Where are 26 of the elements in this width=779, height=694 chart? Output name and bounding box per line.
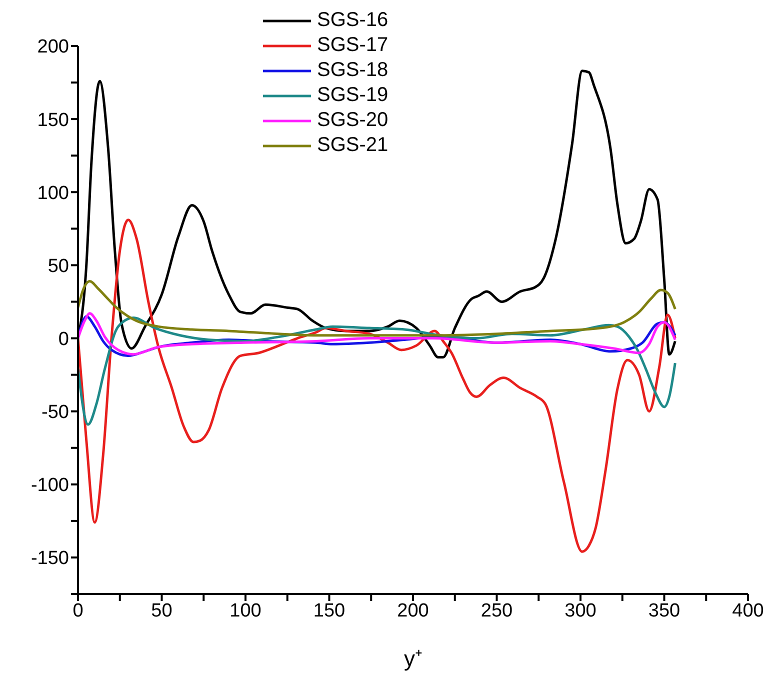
x-axis-title: y⁺ (404, 646, 422, 671)
y-tick-label: -100 (30, 475, 69, 496)
x-tick-label: 350 (648, 600, 680, 622)
x-tick-label: 250 (480, 600, 513, 622)
y-tick-label: 150 (37, 110, 69, 131)
y-tick-label: -150 (30, 548, 69, 570)
x-tick-label: 400 (732, 600, 764, 622)
x-tick-label: 100 (230, 600, 262, 622)
y-tick-label: 50 (48, 256, 69, 277)
x-tick-label: 200 (397, 600, 429, 622)
y-tick-label: 100 (37, 182, 69, 204)
legend-label: SGS-21 (317, 133, 388, 158)
line-series (78, 280, 676, 337)
x-tick-label: 0 (72, 600, 84, 622)
x-tick-label: 150 (313, 600, 346, 622)
y-tick-label: 200 (37, 36, 69, 58)
legend-label: SGS-18 (317, 58, 388, 83)
legend-label: SGS-17 (317, 33, 388, 58)
line-series (78, 218, 676, 553)
legend-label: SGS-16 (317, 8, 388, 33)
y-tick-label: -50 (42, 402, 69, 424)
legend-label: SGS-20 (317, 108, 388, 133)
x-tick-label: 300 (564, 600, 596, 622)
y-tick-label: 0 (58, 329, 69, 350)
legend-label: SGS-19 (317, 83, 388, 108)
x-tick-label: 50 (151, 600, 172, 622)
